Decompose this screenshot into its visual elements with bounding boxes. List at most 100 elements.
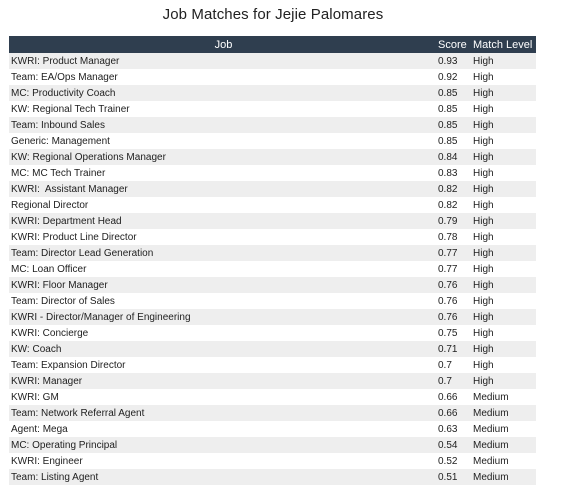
table-row: KWRI: Engineer 0.52 Medium — [9, 453, 536, 469]
table-row: Regional Director 0.82 High — [9, 197, 536, 213]
cell-job: KWRI: Product Line Director — [11, 231, 137, 243]
cell-match-level: Medium — [473, 471, 509, 483]
cell-match-level: High — [473, 199, 494, 211]
cell-job: KWRI: GM — [11, 391, 59, 403]
cell-score: 0.85 — [438, 119, 458, 131]
table-row: KWRI: Assistant Manager 0.82 High — [9, 181, 536, 197]
column-header-job: Job — [214, 38, 233, 51]
cell-score: 0.66 — [438, 391, 458, 403]
table-row: KW: Coach 0.71 High — [9, 341, 536, 357]
cell-match-level: Medium — [473, 455, 509, 467]
cell-job: KWRI: Concierge — [11, 327, 89, 339]
table-row: MC: MC Tech Trainer 0.83 High — [9, 165, 536, 181]
cell-match-level: High — [473, 247, 494, 259]
cell-job: Team: Expansion Director — [11, 359, 126, 371]
cell-match-level: High — [473, 343, 494, 355]
cell-job: Team: Director Lead Generation — [11, 247, 154, 259]
cell-score: 0.85 — [438, 135, 458, 147]
cell-job: KWRI: Engineer — [11, 455, 83, 467]
table-row: Team: Inbound Sales 0.85 High — [9, 117, 536, 133]
cell-score: 0.76 — [438, 295, 458, 307]
table-row: KWRI: Product Manager 0.93 High — [9, 53, 536, 69]
table-row: KWRI: Concierge 0.75 High — [9, 325, 536, 341]
cell-match-level: High — [473, 87, 494, 99]
cell-match-level: Medium — [473, 439, 509, 451]
column-header-score: Score — [438, 38, 467, 51]
table-row: MC: Productivity Coach 0.85 High — [9, 85, 536, 101]
cell-job: KWRI: Floor Manager — [11, 279, 108, 291]
cell-job: Team: Network Referral Agent — [11, 407, 145, 419]
cell-score: 0.85 — [438, 87, 458, 99]
cell-job: MC: Operating Principal — [11, 439, 118, 451]
cell-match-level: High — [473, 71, 494, 83]
cell-match-level: High — [473, 231, 494, 243]
cell-match-level: High — [473, 311, 494, 323]
cell-job: KW: Regional Operations Manager — [11, 151, 166, 163]
cell-match-level: Medium — [473, 391, 509, 403]
cell-score: 0.75 — [438, 327, 458, 339]
table-row: Team: EA/Ops Manager 0.92 High — [9, 69, 536, 85]
cell-score: 0.93 — [438, 55, 458, 67]
cell-job: MC: Loan Officer — [11, 263, 87, 275]
page-title: Job Matches for Jejie Palomares — [162, 6, 384, 23]
cell-score: 0.83 — [438, 167, 458, 179]
cell-match-level: High — [473, 135, 494, 147]
cell-match-level: High — [473, 263, 494, 275]
cell-match-level: High — [473, 359, 494, 371]
cell-score: 0.63 — [438, 423, 458, 435]
cell-score: 0.77 — [438, 247, 458, 259]
table-row: Agent: Mega 0.63 Medium — [9, 421, 536, 437]
table-row: KWRI: Manager 0.7 High — [9, 373, 536, 389]
cell-score: 0.71 — [438, 343, 458, 355]
cell-score: 0.52 — [438, 455, 458, 467]
cell-match-level: High — [473, 215, 494, 227]
table-row: Team: Network Referral Agent 0.66 Medium — [9, 405, 536, 421]
cell-score: 0.82 — [438, 199, 458, 211]
cell-score: 0.78 — [438, 231, 458, 243]
column-header-match-level: Match Level — [473, 38, 533, 51]
cell-job: Agent: Mega — [11, 423, 68, 435]
cell-job: KWRI - Director/Manager of Engineering — [11, 311, 191, 323]
cell-score: 0.7 — [438, 375, 452, 387]
cell-score: 0.79 — [438, 215, 458, 227]
cell-score: 0.54 — [438, 439, 458, 451]
cell-job: Regional Director — [11, 199, 89, 211]
cell-job: Team: Inbound Sales — [11, 119, 105, 131]
cell-score: 0.85 — [438, 103, 458, 115]
table-row: Team: Expansion Director 0.7 High — [9, 357, 536, 373]
cell-match-level: High — [473, 167, 494, 179]
table-row: KWRI - Director/Manager of Engineering 0.… — [9, 309, 536, 325]
cell-job: Team: EA/Ops Manager — [11, 71, 118, 83]
cell-match-level: Medium — [473, 423, 509, 435]
cell-match-level: High — [473, 327, 494, 339]
table-row: Team: Director Lead Generation 0.77 High — [9, 245, 536, 261]
table-row: KWRI: Product Line Director 0.78 High — [9, 229, 536, 245]
table-row: KWRI: Department Head 0.79 High — [9, 213, 536, 229]
cell-match-level: High — [473, 55, 494, 67]
cell-job: Team: Director of Sales — [11, 295, 115, 307]
cell-score: 0.76 — [438, 311, 458, 323]
cell-job: MC: Productivity Coach — [11, 87, 116, 99]
cell-job: Team: Listing Agent — [11, 471, 99, 483]
cell-match-level: High — [473, 279, 494, 291]
cell-match-level: Medium — [473, 407, 509, 419]
table-row: KW: Regional Operations Manager 0.84 High — [9, 149, 536, 165]
cell-match-level: High — [473, 295, 494, 307]
cell-score: 0.51 — [438, 471, 458, 483]
cell-score: 0.82 — [438, 183, 458, 195]
cell-score: 0.76 — [438, 279, 458, 291]
cell-score: 0.66 — [438, 407, 458, 419]
table-header: Job Score Match Level — [9, 36, 536, 53]
cell-match-level: High — [473, 119, 494, 131]
cell-job: Generic: Management — [11, 135, 110, 147]
cell-score: 0.77 — [438, 263, 458, 275]
cell-job: KWRI: Manager — [11, 375, 83, 387]
table-row: KWRI: Floor Manager 0.76 High — [9, 277, 536, 293]
table-row: Generic: Management 0.85 High — [9, 133, 536, 149]
table-row: MC: Operating Principal 0.54 Medium — [9, 437, 536, 453]
cell-match-level: High — [473, 183, 494, 195]
table-row: KWRI: GM 0.66 Medium — [9, 389, 536, 405]
cell-match-level: High — [473, 103, 494, 115]
cell-score: 0.7 — [438, 359, 452, 371]
cell-job: KWRI: Assistant Manager — [11, 183, 128, 195]
